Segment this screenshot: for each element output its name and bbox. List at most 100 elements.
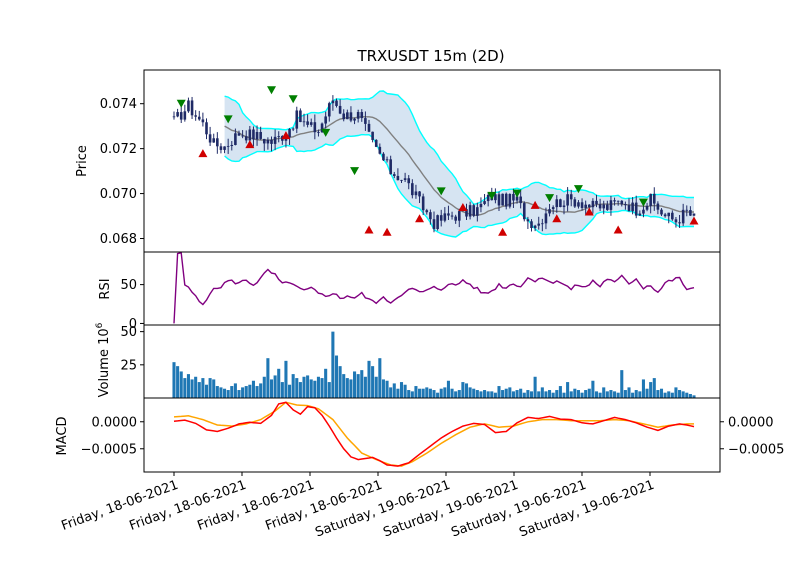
volume-bar: [327, 382, 331, 398]
volume-bar: [551, 392, 555, 398]
candle-body: [241, 135, 244, 137]
macd-right-tick-label: 0.0000: [728, 415, 774, 430]
bollinger-upper-line: [224, 90, 694, 206]
volume-bar: [461, 382, 465, 398]
volume-axis-label-text: Volume: [97, 349, 112, 397]
volume-bar: [562, 392, 566, 398]
volume-bar: [591, 380, 595, 398]
sell-marker: [245, 140, 255, 149]
sell-marker: [458, 203, 468, 212]
volume-bar: [418, 388, 422, 398]
volume-bar: [302, 376, 306, 398]
buy-marker: [638, 198, 648, 207]
volume-bar: [443, 387, 447, 398]
volume-bar: [251, 380, 255, 398]
candle-body: [454, 216, 457, 221]
macd-axis-label: MACD: [55, 417, 70, 456]
candle-body: [378, 146, 382, 154]
candle-body: [172, 116, 176, 118]
volume-bar: [457, 390, 461, 398]
candle-body: [385, 159, 389, 161]
candle-body: [457, 211, 461, 221]
volume-bar: [385, 380, 389, 398]
candle-body: [580, 202, 584, 208]
volume-bar: [609, 390, 613, 398]
volume-bar: [533, 376, 537, 398]
candle-body: [497, 194, 501, 206]
volume-bar: [353, 371, 357, 398]
candle-body: [212, 138, 216, 143]
candle-body: [555, 199, 559, 208]
candle-body: [667, 212, 671, 217]
price-tick-label: 0.074: [100, 97, 137, 112]
volume-bar: [295, 378, 299, 398]
candle-body: [649, 193, 652, 206]
buy-marker: [223, 115, 233, 124]
candle-body: [436, 215, 439, 229]
candle-body: [595, 200, 598, 205]
candle-body: [429, 212, 432, 220]
candle-body: [400, 179, 403, 181]
candle-body: [551, 207, 555, 210]
volume-bar: [410, 391, 414, 398]
volume-bar: [269, 379, 274, 398]
candle-body: [425, 210, 429, 213]
volume-bar: [378, 358, 382, 398]
volume-bar: [291, 374, 295, 398]
candle-body: [299, 110, 302, 123]
sell-marker: [613, 225, 623, 234]
volume-bar: [255, 386, 259, 398]
candle-body: [324, 116, 327, 124]
volume-bar: [226, 390, 230, 398]
chart-title: TRXUSDT 15m (2D): [356, 47, 504, 65]
candle-body: [197, 116, 201, 120]
macd-panel: 0.0000 −0.0005 0.0000 −0.0005 MACD: [55, 397, 784, 473]
volume-bar: [598, 392, 602, 398]
volume-bar: [273, 375, 277, 398]
volume-bar: [288, 384, 292, 398]
candle-body: [663, 214, 667, 217]
candle-body: [219, 146, 223, 150]
volume-bar: [363, 376, 367, 398]
candle-body: [421, 196, 425, 211]
volume-bar: [627, 387, 631, 398]
candle-body: [671, 212, 674, 220]
volume-bar: [450, 388, 454, 398]
candle-body: [342, 113, 346, 120]
candle-body: [270, 139, 273, 144]
candle-body: [277, 136, 281, 137]
candle-body: [476, 207, 479, 216]
candle-body: [526, 219, 530, 222]
volume-bar: [432, 390, 436, 398]
candle-body: [577, 202, 580, 207]
volume-bar: [208, 378, 212, 398]
volume-bar: [540, 387, 544, 398]
volume-bar: [237, 390, 241, 398]
candle-body: [411, 183, 414, 196]
candle-body: [602, 204, 606, 209]
volume-bar: [613, 391, 617, 398]
volume-axis-label: Volume 106: [95, 322, 112, 397]
volume-bar: [497, 386, 501, 398]
volume-bar: [381, 379, 385, 398]
volume-bar: [649, 382, 653, 398]
volume-bar: [186, 374, 190, 398]
volume-bar: [241, 387, 245, 398]
candle-body: [439, 215, 443, 221]
buy-marker: [350, 167, 360, 176]
sell-marker: [281, 131, 291, 140]
volume-bar: [641, 379, 645, 398]
volume-bar: [233, 383, 237, 398]
candle-body: [591, 200, 595, 208]
buy-marker: [288, 95, 298, 104]
candle-body: [689, 210, 692, 216]
volume-bar: [425, 387, 429, 398]
volume-bar: [645, 388, 649, 398]
volume-bar: [259, 383, 263, 398]
candle-body: [367, 123, 371, 132]
volume-bar: [511, 391, 515, 398]
candle-body: [515, 196, 519, 201]
date-tick-label: Friday, 18-06-2021: [195, 478, 316, 534]
candle-body: [179, 112, 183, 120]
volume-bar: [605, 391, 609, 398]
